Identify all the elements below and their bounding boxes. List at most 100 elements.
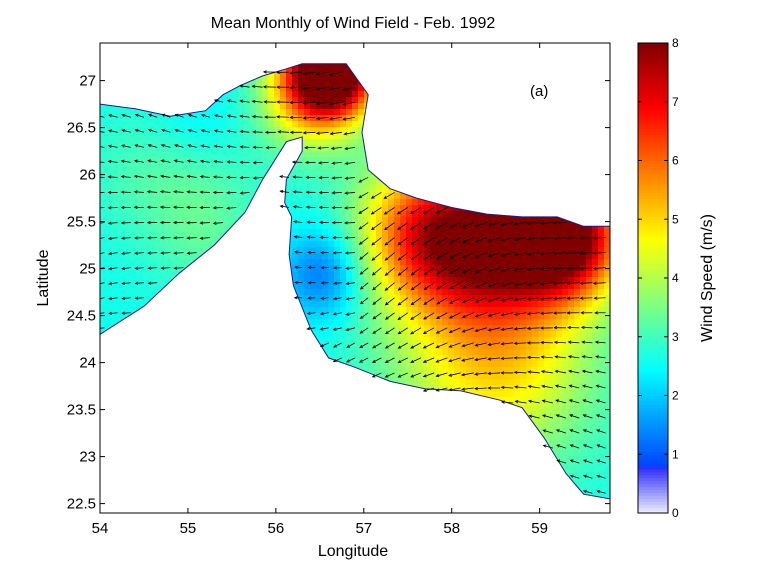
- wind-arrow: [448, 357, 461, 363]
- wind-arrow: [526, 221, 540, 226]
- wind-arrow: [213, 144, 224, 148]
- wind-arrow: [513, 327, 527, 331]
- wind-arrow: [462, 282, 474, 289]
- wind-arrow: [371, 252, 382, 261]
- wind-arrow: [276, 85, 290, 89]
- wind-arrow: [330, 146, 342, 150]
- colorbar-step: [638, 407, 668, 411]
- wind-arrow: [307, 265, 316, 270]
- wind-arrow: [302, 131, 316, 135]
- colorbar-step: [638, 436, 668, 441]
- wind-arrow: [108, 266, 118, 271]
- wind-arrow: [121, 113, 131, 118]
- colorbar-step: [638, 189, 668, 194]
- wind-arrow: [596, 459, 606, 464]
- wind-arrow: [487, 386, 501, 390]
- wind-arrow: [359, 297, 369, 305]
- wind-arrow: [315, 71, 329, 76]
- wind-arrow: [239, 176, 250, 180]
- wind-arrow: [291, 160, 303, 164]
- wind-arrow: [251, 84, 263, 89]
- wind-arrow: [595, 355, 606, 359]
- colorbar-step: [638, 460, 668, 464]
- colorbar-step: [638, 342, 668, 347]
- wind-arrow: [173, 159, 184, 163]
- wind-arrow: [513, 312, 527, 316]
- wind-arrow: [199, 159, 210, 163]
- wind-arrow: [500, 282, 514, 287]
- colorbar-step: [638, 172, 668, 176]
- wind-arrow: [569, 429, 580, 434]
- colorbar-step: [638, 45, 668, 50]
- wind-arrow: [121, 311, 131, 315]
- wind-arrow: [332, 357, 342, 363]
- colorbar-tick-label: 0: [672, 506, 679, 520]
- wind-arrow: [581, 340, 593, 344]
- wind-arrow: [264, 130, 276, 135]
- wind-arrow: [461, 357, 474, 362]
- wind-arrow: [173, 190, 184, 194]
- wind-arrow: [187, 113, 197, 118]
- wind-arrow: [315, 116, 329, 121]
- wind-arrow: [487, 342, 501, 347]
- wind-arrow: [187, 144, 197, 148]
- wind-arrow: [331, 161, 342, 165]
- colorbar-step: [638, 345, 668, 350]
- colorbar-step: [638, 204, 668, 209]
- colorbar-step: [638, 286, 668, 291]
- wind-arrow: [318, 176, 329, 180]
- wind-arrow: [252, 176, 263, 180]
- wind-arrow: [581, 369, 593, 374]
- colorbar-step: [638, 128, 668, 132]
- wind-arrow: [579, 236, 593, 240]
- colorbar-step: [638, 54, 668, 59]
- wind-arrow: [199, 175, 210, 179]
- wind-arrow: [384, 342, 395, 349]
- colorbar-step: [638, 125, 668, 129]
- x-tick-label: 55: [180, 520, 197, 537]
- wind-arrow: [526, 326, 540, 331]
- wind-arrow: [343, 206, 356, 210]
- wind-arrow: [580, 325, 593, 330]
- wind-arrow: [108, 114, 118, 118]
- wind-arrow: [553, 340, 567, 344]
- colorbar-step: [638, 110, 668, 115]
- wind-arrow: [500, 371, 514, 375]
- wind-arrow: [294, 265, 303, 269]
- x-tick-label: 59: [531, 520, 548, 537]
- wind-arrow: [423, 297, 435, 305]
- wind-arrow: [146, 220, 158, 225]
- wind-arrow: [120, 175, 131, 179]
- colorbar-step: [638, 157, 668, 162]
- wind-arrow: [318, 220, 329, 225]
- colorbar-tick-label: 4: [672, 271, 679, 285]
- wind-arrow: [307, 296, 316, 300]
- wind-arrow: [436, 237, 448, 245]
- wind-arrow: [423, 267, 435, 276]
- wind-arrow: [173, 266, 184, 270]
- colorbar-step: [638, 184, 668, 188]
- wind-arrow: [370, 207, 382, 215]
- wind-arrow: [108, 311, 118, 316]
- colorbar-step: [638, 228, 668, 232]
- wind-arrow: [159, 190, 171, 194]
- wind-arrow: [397, 267, 409, 276]
- wind-arrow: [410, 372, 422, 378]
- wind-arrow: [566, 281, 580, 286]
- colorbar-step: [638, 169, 668, 173]
- wind-arrow: [384, 297, 395, 306]
- colorbar-step: [638, 445, 668, 449]
- wind-arrow: [294, 280, 303, 285]
- wind-arrow: [513, 297, 527, 302]
- coastline: [100, 63, 610, 500]
- colorbar-step: [638, 477, 668, 482]
- colorbar-step: [638, 471, 668, 476]
- wind-arrow: [487, 252, 501, 258]
- wind-arrow: [319, 235, 329, 240]
- wind-arrow: [305, 205, 316, 209]
- wind-arrow: [319, 327, 329, 331]
- colorbar-step: [638, 148, 668, 153]
- wind-arrow: [302, 101, 316, 105]
- colorbar-step: [638, 298, 668, 303]
- x-tick-label: 56: [268, 520, 285, 537]
